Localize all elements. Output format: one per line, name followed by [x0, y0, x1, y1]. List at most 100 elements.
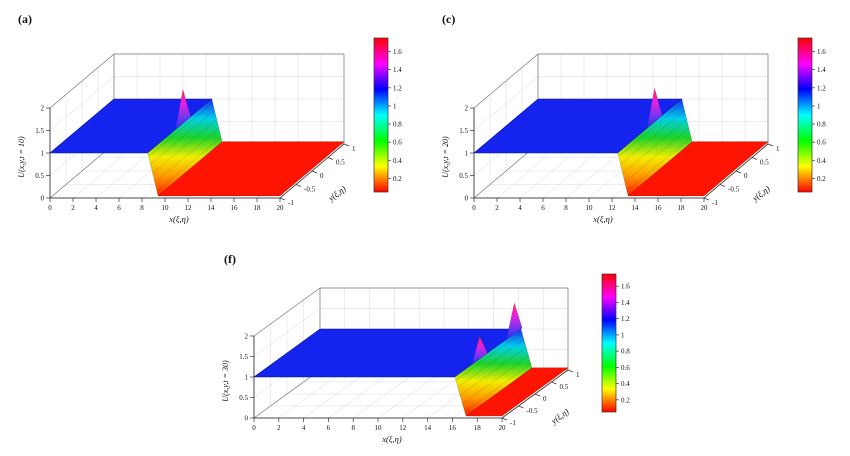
surface-plot-a: 0 2 4 6 8 10 12 14 16 18 20-1-0.500.5100.511.52x(ξ…: [17, 37, 402, 224]
x-tick-label: 10: [586, 204, 594, 212]
y-tick-label: 0.5: [336, 159, 345, 167]
x-tick-label: 6: [117, 204, 121, 212]
surface-panel-c: (c) 0 2 4 6 8 10 12 14 16 18 20 -1 -0.5 0 0.5 1 0 0.5 1 1.5…: [430, 4, 844, 240]
colorbar-tick-label: 0.4: [621, 380, 630, 388]
colorbar-gradient: [601, 273, 617, 413]
colorbar-tick-label: 0.8: [621, 348, 630, 356]
red-plateau: [627, 141, 769, 197]
colorbar-tick-label: 0.8: [393, 121, 402, 129]
x-tick-label: 8: [564, 204, 568, 212]
y-axis-label: y(ξ,η): [749, 183, 771, 203]
x-tick-label: 12: [609, 204, 617, 212]
y-tick-label: 1: [776, 145, 780, 153]
panel-label-c: (c): [442, 12, 456, 26]
z-tick-label: 2: [41, 105, 45, 113]
colorbar-tick-label: 1: [621, 331, 625, 339]
colorbar-gradient: [797, 37, 813, 193]
z-tick-label: 0: [465, 195, 469, 203]
colorbar-tick-label: 0.6: [393, 139, 402, 147]
y-tick-label: 0: [744, 172, 748, 180]
x-tick-label: 12: [185, 204, 193, 212]
x-tick-label: 18: [254, 204, 262, 212]
y-axis-label: y(ξ,η): [548, 406, 570, 426]
x-tick-label: 16: [231, 204, 239, 212]
colorbar-tick-label: 0.8: [817, 121, 826, 129]
x-tick-label: 0: [472, 204, 476, 212]
wave-surface: [49, 89, 345, 197]
colorbar-tick-label: 1.4: [393, 66, 402, 74]
x-tick-label: 0: [48, 204, 52, 212]
y-tick-label: 0: [320, 172, 324, 180]
x-tick-label: 8: [140, 204, 144, 212]
colorbar-tick-label: 1.2: [817, 84, 826, 92]
z-axis-label: U(x,y,t = 30): [221, 360, 230, 402]
x-tick-label: 2: [495, 204, 499, 212]
colorbar-tick-label: 1.4: [621, 299, 630, 307]
colorbar-tick-label: 1.6: [621, 283, 630, 291]
x-tick-label: 14: [632, 204, 640, 212]
x-tick-label: 20: [277, 204, 285, 212]
y-tick-label: -0.5: [527, 407, 539, 415]
z-tick-label: 0.5: [35, 172, 44, 180]
z-tick-label: 1: [465, 150, 469, 158]
wave-peak: [506, 302, 523, 341]
z-tick-label: 0.5: [239, 394, 248, 402]
colorbar-tick-label: 1.6: [817, 48, 826, 56]
z-tick-label: 2: [245, 333, 249, 341]
x-tick-label: 4: [302, 424, 306, 432]
x-tick-label: 2: [277, 424, 281, 432]
x-tick-label: 16: [449, 424, 457, 432]
colorbar: 0.2 0.4 0.6 0.8 1 1.2 1.4 1.6: [601, 273, 630, 413]
colorbar-tick-label: 1.4: [817, 66, 826, 74]
x-tick-label: 4: [518, 204, 522, 212]
surface-panel-f: (f) 0 2 4 6 8 10 12 14 16 18 20 -1 -0.5 0 0.5 1 0 0.5 1 1.5…: [212, 244, 642, 452]
colorbar-tick-label: 1.6: [393, 48, 402, 56]
x-tick-label: 10: [162, 204, 170, 212]
x-tick-label: 20: [701, 204, 709, 212]
z-tick-label: 0.5: [459, 172, 468, 180]
y-tick-label: -0.5: [304, 186, 316, 194]
z-tick-label: 0: [245, 415, 249, 423]
x-tick-label: 0: [252, 424, 256, 432]
y-axis-label: y(ξ,η): [325, 183, 347, 203]
y-tick-label: 1: [352, 145, 356, 153]
x-tick-label: 8: [351, 424, 355, 432]
x-tick-label: 2: [71, 204, 75, 212]
wave-peak: [471, 335, 488, 366]
red-plateau: [465, 367, 569, 417]
surface-plot-c: 0 2 4 6 8 10 12 14 16 18 20-1-0.500.5100.511.52x(ξ…: [441, 37, 826, 224]
x-tick-label: 10: [375, 424, 383, 432]
y-tick-label: 0: [543, 395, 547, 403]
x-tick-label: 20: [499, 424, 507, 432]
z-tick-label: 1.5: [459, 127, 468, 135]
y-tick-label: 0.5: [760, 159, 769, 167]
colorbar-tick-label: 0.6: [817, 139, 826, 147]
y-tick-label: -1: [510, 419, 516, 427]
panel-label-f: (f): [224, 252, 236, 266]
x-tick-label: 14: [208, 204, 216, 212]
z-axis-label: U(x,y,t = 20): [441, 136, 450, 178]
x-axis-label: x(ξ,η): [381, 434, 402, 444]
z-tick-label: 1.5: [239, 353, 248, 361]
colorbar-tick-label: 1: [393, 102, 397, 110]
panel-label-a: (a): [18, 12, 32, 26]
z-tick-label: 0: [41, 195, 45, 203]
colorbar-tick-label: 0.2: [393, 175, 402, 183]
x-tick-label: 16: [655, 204, 663, 212]
z-tick-label: 2: [465, 105, 469, 113]
x-tick-label: 6: [541, 204, 545, 212]
colorbar: 0.2 0.4 0.6 0.8 1 1.2 1.4 1.6: [373, 37, 402, 193]
y-tick-label: -0.5: [728, 186, 740, 194]
x-tick-label: 18: [678, 204, 686, 212]
wave-peak: [646, 88, 663, 129]
colorbar-tick-label: 0.4: [817, 157, 826, 165]
z-tick-label: 1.5: [35, 127, 44, 135]
wave-peak: [174, 89, 191, 131]
colorbar-tick-label: 0.4: [393, 157, 402, 165]
red-plateau: [157, 141, 345, 197]
surface-plot-f: 0 2 4 6 8 10 12 14 16 18 20-1-0.500.5100.511.52x(ξ…: [221, 273, 630, 444]
